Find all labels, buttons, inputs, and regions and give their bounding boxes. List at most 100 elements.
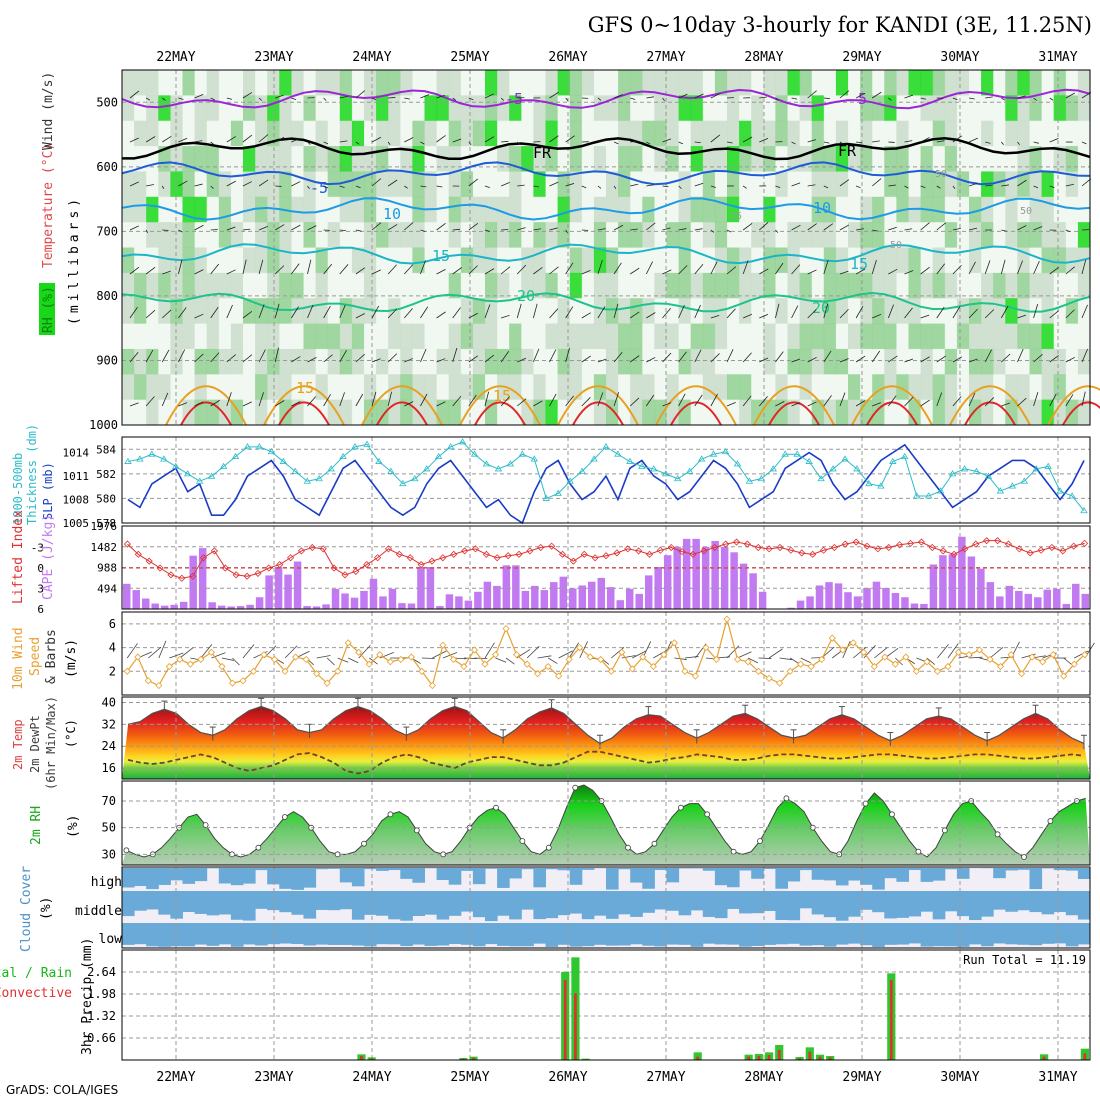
wind-barb [855, 92, 866, 99]
ytick-cape-1976: 1976 [91, 520, 118, 533]
rh-cell [642, 348, 655, 375]
rh-cell [424, 374, 438, 401]
wind-speed-point [691, 672, 700, 680]
wind-barb [436, 94, 446, 99]
wind-barb [484, 185, 490, 188]
rh-cell [376, 196, 389, 223]
cloud-bar-low [835, 923, 849, 945]
rh-cell [666, 348, 680, 375]
rh-cell [787, 247, 801, 274]
rh-cell [932, 146, 946, 172]
precip-convective-bar [1083, 1053, 1087, 1060]
wind-speed-line [126, 616, 1086, 687]
wind-speed-point [376, 651, 384, 659]
ytick-900: 900 [96, 353, 118, 367]
wind-barb [323, 394, 331, 407]
rh-cell [424, 146, 438, 172]
cloud-bar-middle [618, 891, 631, 915]
rh-cell [799, 298, 813, 325]
lifted-index-point [243, 572, 251, 580]
wind-barb [178, 349, 186, 363]
wind-barb [871, 350, 881, 363]
cloud-bar-high [472, 868, 486, 885]
wind-barb [162, 136, 172, 143]
label-2m-temp: 2m Temp [11, 719, 25, 770]
ytick-li-0: 0 [37, 562, 44, 575]
wind-frame [121, 611, 1091, 696]
lifted-index-point [678, 548, 686, 556]
rh-point [361, 840, 367, 847]
rh-cell [581, 120, 595, 147]
wind-barb [904, 94, 914, 99]
wind-barb [839, 308, 849, 319]
rh-cell [315, 298, 329, 325]
warm-dome-inner [180, 401, 232, 426]
rh-cell [267, 196, 280, 223]
rh-cell [618, 222, 631, 248]
cape-bar [882, 587, 890, 609]
wind-barb [985, 141, 991, 144]
rh-cell [218, 222, 232, 248]
rh-cell [956, 222, 970, 248]
cloud-bar-low [775, 923, 788, 945]
wind-barb [565, 347, 570, 363]
rh-cell [835, 120, 849, 147]
wind-speed-point [733, 655, 742, 663]
wind-barb [484, 304, 491, 319]
cloud-bar-high [1017, 868, 1030, 870]
wind-barb [371, 269, 382, 275]
warm-dome-outer [557, 385, 639, 426]
wind-barb [420, 260, 426, 275]
rh-cell [533, 374, 546, 401]
ytick-temp-24: 24 [102, 739, 116, 753]
rh-cell [279, 120, 292, 147]
wind-barb [936, 306, 945, 319]
contour-label: FR [533, 144, 552, 162]
rh-cell [351, 348, 365, 375]
wind-speed-point [923, 658, 931, 666]
wind-speed-point [555, 672, 563, 680]
rh-cell [690, 196, 704, 223]
cape-bar [948, 554, 957, 609]
rh-cell [1077, 298, 1091, 325]
wind-barb [662, 352, 672, 363]
rh-cell [218, 146, 232, 172]
wind-barb [1033, 226, 1043, 231]
rh-cell [981, 95, 994, 122]
surface-wind-barb [937, 644, 949, 659]
rh-cell [1041, 70, 1055, 96]
wind-barb [710, 353, 720, 363]
rh-cell [993, 272, 1006, 299]
precip-convective-bar [798, 1058, 801, 1060]
rh-cell [339, 171, 353, 198]
wind-barb [1001, 402, 1010, 407]
wind-barb [984, 260, 991, 275]
rh-cell [981, 247, 994, 274]
wind-barb [291, 97, 297, 101]
wind-barb [468, 312, 478, 319]
rh-cell [182, 70, 196, 96]
cloud-bar-middle [327, 891, 341, 911]
wind-speed-point [891, 660, 899, 668]
contour-label: 50 [935, 169, 947, 180]
rh-cell [291, 222, 304, 248]
cape-bar [986, 582, 995, 609]
contour-label: 10 [813, 199, 831, 217]
rh-cell [364, 70, 377, 96]
rh-legend-swatch [39, 283, 55, 335]
rh-cell [218, 247, 232, 274]
cloud-bar-middle [884, 891, 897, 919]
wind-barb [710, 185, 716, 188]
rh-cell [1053, 247, 1067, 274]
surface-wind-barb [316, 655, 331, 659]
rh-cell [1053, 120, 1067, 147]
rh-cell [303, 222, 317, 248]
wind-barb [452, 228, 461, 231]
rh-cell [291, 146, 304, 172]
contour-label: FR [838, 142, 857, 160]
cape-bar [625, 588, 634, 609]
cloud-bar-high [884, 868, 897, 879]
wind-barb [871, 178, 882, 187]
cape-bar [531, 585, 539, 609]
